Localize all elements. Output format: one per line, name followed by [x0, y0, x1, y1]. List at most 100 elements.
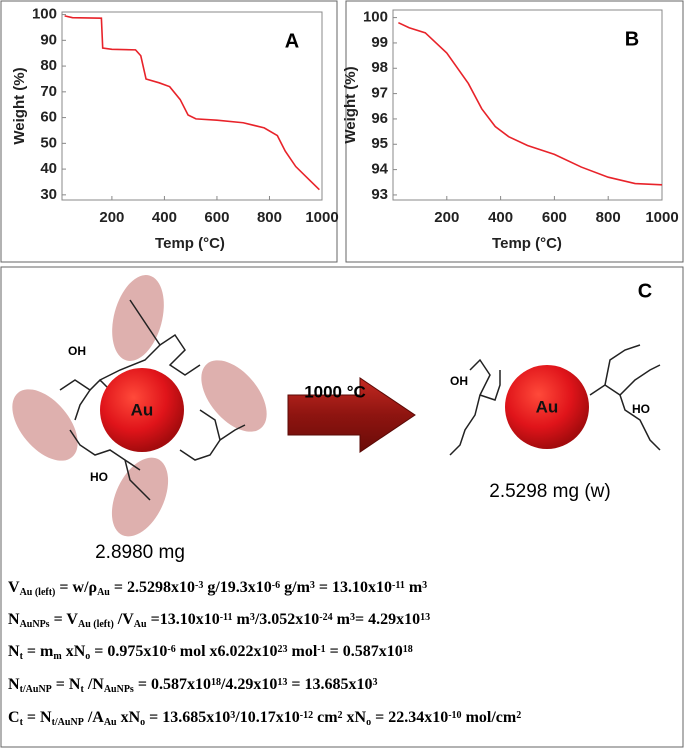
y-tick-label: 95	[371, 135, 388, 152]
y-tick-label: 60	[40, 109, 57, 126]
equation-part: mol	[288, 643, 318, 660]
equation-part: mol x6.022x10	[176, 643, 278, 660]
equation: VAu (left) = w/ρAu = 2.5298x10-3 g/19.3x…	[8, 579, 427, 598]
equation-part: -11	[392, 580, 405, 591]
y-tick-label: 70	[40, 83, 57, 100]
x-tick-label: 800	[257, 209, 282, 226]
equation-part: =13.10x10	[147, 611, 220, 628]
equation-part: 13	[420, 612, 430, 623]
equation-part: -3	[195, 580, 203, 591]
equation-part: xN	[62, 643, 86, 660]
y-tick-label: 100	[363, 9, 388, 26]
panel-b-frame	[345, 0, 684, 263]
equation-part: C	[8, 709, 20, 726]
equation-part: -1	[317, 644, 325, 655]
panel-a-frame	[0, 0, 338, 263]
equation: Nt = mm xNo = 0.975x10-6 mol x6.022x1023…	[8, 643, 413, 662]
x-tick-label: 800	[596, 209, 621, 226]
chart-a: 30 40 50 60 70 80 90 100 200 400 600 800 1000 Temp (°…	[11, 6, 339, 252]
mass-label: 2.5298 mg (w)	[489, 481, 610, 502]
equation-part: = w/ρ	[55, 579, 97, 596]
plot-frame	[392, 9, 663, 201]
equation-part: /3.052x10	[254, 611, 319, 628]
equation-part: -11	[220, 612, 233, 623]
equation-part: t/AuNP	[52, 717, 84, 728]
equation-part: 3	[230, 710, 235, 721]
equation-part: 3	[310, 580, 315, 591]
x-tick-label: 200	[99, 209, 124, 226]
line-series	[64, 15, 320, 191]
panel-label: C	[638, 280, 652, 302]
panel-label: A	[285, 30, 299, 52]
x-tick-label: 1000	[305, 209, 338, 226]
au-particle	[505, 365, 589, 449]
equation-part: Au	[104, 717, 117, 728]
equation-part: m	[53, 651, 62, 662]
equation-part: m	[233, 611, 251, 628]
y-tick-label: 99	[371, 34, 388, 51]
chart-b: 93 94 95 96 97 98 99 100 200 400 600 800 1000 Temp (°…	[342, 9, 679, 252]
equation-part: 2	[338, 710, 343, 721]
equation-part: /4.29x10	[220, 676, 277, 693]
equation-part: Au (left)	[78, 619, 114, 630]
equation-part: t	[20, 717, 24, 728]
equations: VAu (left) = w/ρAu = 2.5298x10-3 g/19.3x…	[8, 579, 521, 728]
panel-c-frame	[0, 266, 684, 748]
equation-part: m	[333, 611, 351, 628]
arrow-label: 1000 °C	[304, 382, 366, 401]
equation-part: 3	[373, 677, 378, 688]
equation-part: -10	[448, 710, 461, 721]
equation-part: = 0.975x10	[90, 643, 167, 660]
equation-part: 13	[277, 677, 287, 688]
equation-part: -24	[319, 612, 332, 623]
equation-part: /V	[114, 611, 134, 628]
equation-part: AuNPs	[104, 684, 134, 695]
equation-part: 23	[278, 644, 288, 655]
equation-part: t/AuNP	[20, 684, 52, 695]
y-tick-label: 94	[371, 161, 388, 178]
equation-part: g/m	[280, 579, 310, 596]
equation-part: o	[366, 717, 371, 728]
x-tick-label: 400	[488, 209, 513, 226]
equation-part: = N	[23, 709, 52, 726]
equation-part: = 13.685x10	[145, 709, 230, 726]
equation-part: m	[405, 579, 423, 596]
equation-part: Au	[134, 619, 147, 630]
x-tick-label: 600	[204, 209, 229, 226]
equation-part: t	[80, 684, 84, 695]
x-axis-title: Temp (°C)	[155, 235, 225, 252]
au-particle	[100, 368, 184, 452]
equation-part: Au	[97, 587, 110, 598]
equation-part: /N	[84, 676, 104, 693]
equation-part: N	[8, 611, 20, 628]
ligand-highlights	[12, 275, 267, 537]
y-tick-label: 100	[32, 6, 57, 23]
equation-part: 3	[350, 612, 355, 623]
y-tick-label: 30	[40, 186, 57, 203]
equation: Ct = Nt/AuNP /AAu xNo = 13.685x103/10.17…	[8, 709, 521, 728]
x-tick-label: 1000	[645, 209, 678, 226]
equation-part: /10.17x10	[234, 709, 299, 726]
equation-part: -6	[272, 580, 280, 591]
equation-part: -12	[300, 710, 313, 721]
equation-part: o	[140, 717, 145, 728]
equation-part: N	[8, 643, 20, 660]
equation-part: = 2.5298x10	[110, 579, 195, 596]
equation-part: cm	[313, 709, 338, 726]
equation-part: N	[8, 676, 20, 693]
equation-part: = 0.587x10	[134, 676, 211, 693]
y-tick-label: 96	[371, 110, 388, 127]
equation-part: AuNPs	[20, 619, 50, 630]
y-tick-label: 90	[40, 31, 57, 48]
group-label: HO	[90, 470, 108, 484]
equation-part: xN	[343, 709, 367, 726]
panel-label: B	[625, 28, 639, 50]
x-axis-title: Temp (°C)	[492, 235, 562, 252]
equation-part: 3	[422, 580, 427, 591]
equation-part: = m	[23, 643, 54, 660]
equation-part: o	[85, 651, 90, 662]
group-label: OH	[450, 374, 468, 388]
x-tick-label: 600	[542, 209, 567, 226]
x-tick-label: 200	[434, 209, 459, 226]
equation: NAuNPs = VAu (left) /VAu =13.10x10-11 m3…	[8, 611, 430, 630]
